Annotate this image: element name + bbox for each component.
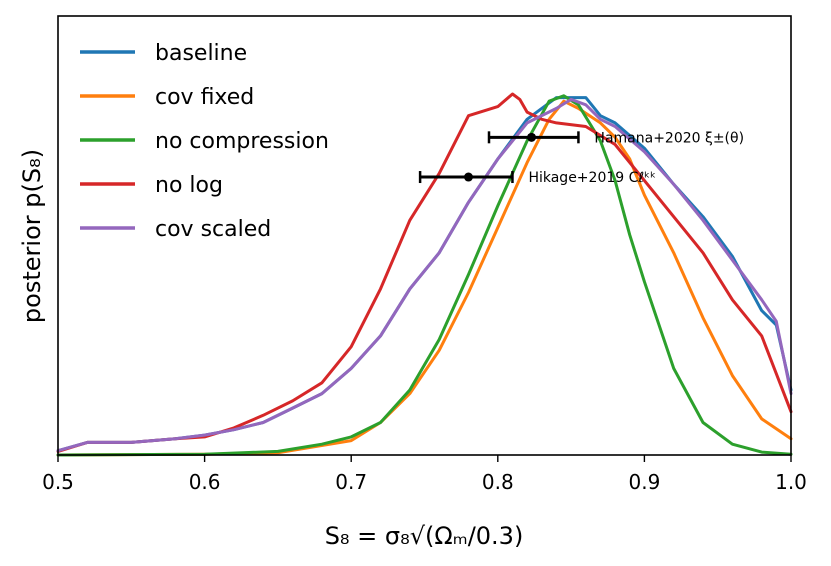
annotation-layer: Hamana+2020 ξ±(θ) Hikage+2019 Cℓᵏᵏ bbox=[418, 130, 744, 186]
legend-item-baseline: baseline bbox=[80, 41, 247, 66]
series-line-cov-scaled bbox=[56, 97, 793, 453]
legend-label: cov fixed bbox=[155, 85, 254, 110]
legend-item-no-log: no log bbox=[80, 173, 223, 198]
error-bar-point bbox=[527, 132, 537, 142]
x-axis-label: S₈ = σ₈√(Ωₘ/0.3) bbox=[325, 522, 524, 550]
error-bar-point bbox=[463, 172, 473, 182]
error-bar-1: Hamana+2020 ξ±(θ) bbox=[487, 130, 744, 146]
legend-label: no log bbox=[155, 173, 223, 198]
legend-item-no-compression: no compression bbox=[80, 129, 329, 154]
x-tick-label: 0.7 bbox=[335, 470, 367, 494]
annotation-label: Hikage+2019 Cℓᵏᵏ bbox=[528, 170, 656, 186]
x-tick-label: 0.9 bbox=[628, 470, 660, 494]
x-tick-label: 0.6 bbox=[189, 470, 221, 494]
legend-label: no compression bbox=[155, 129, 329, 154]
series-line-no-compression bbox=[56, 94, 793, 457]
legend-item-cov-scaled: cov scaled bbox=[80, 217, 271, 242]
legend: baseline cov fixed no compression no log cov… bbox=[80, 41, 329, 242]
error-bar-2: Hikage+2019 Cℓᵏᵏ bbox=[418, 170, 656, 186]
series-layer bbox=[56, 92, 793, 457]
x-tick-label: 0.5 bbox=[42, 470, 74, 494]
x-tick-label: 1.0 bbox=[775, 470, 807, 494]
legend-label: baseline bbox=[155, 41, 247, 66]
plot-frame bbox=[57, 15, 792, 456]
series-line-cov-fixed bbox=[56, 99, 793, 457]
legend-item-cov-fixed: cov fixed bbox=[80, 85, 254, 110]
x-axis: 0.5 0.6 0.7 0.8 0.9 1.0 bbox=[42, 455, 807, 494]
legend-label: cov scaled bbox=[155, 217, 271, 242]
x-tick-label: 0.8 bbox=[482, 470, 514, 494]
annotation-label: Hamana+2020 ξ±(θ) bbox=[594, 130, 744, 146]
y-axis-label: posterior p(S₈) bbox=[18, 149, 46, 323]
